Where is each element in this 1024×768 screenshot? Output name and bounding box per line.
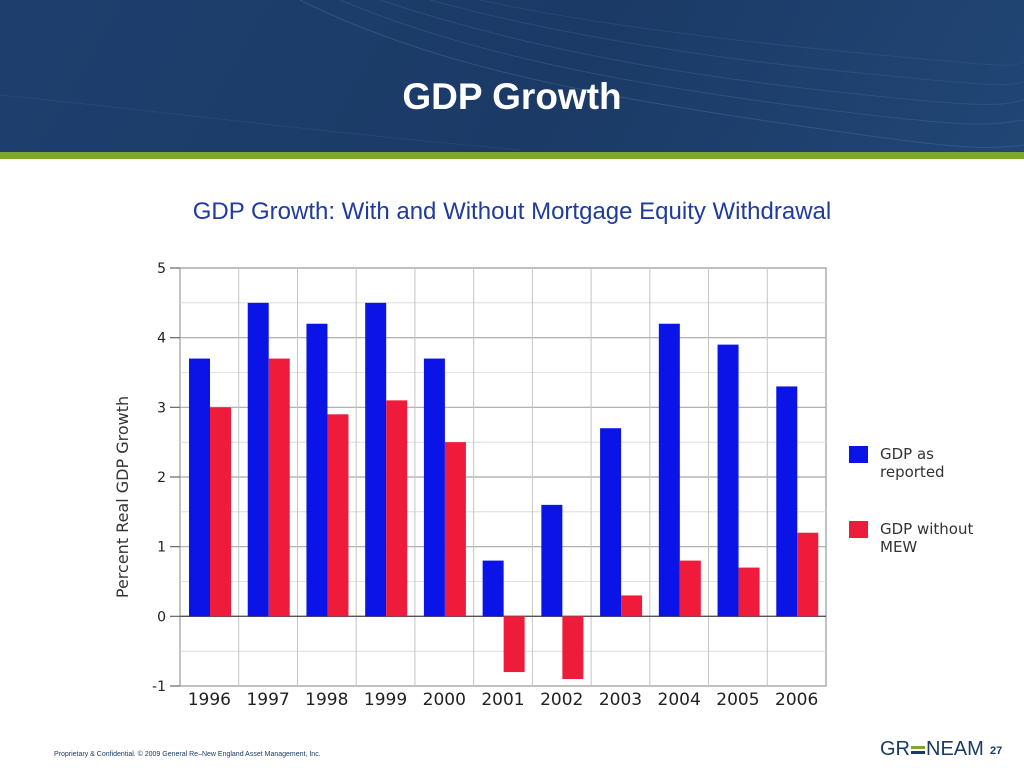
bar-gdp-reported-1998 (306, 323, 328, 617)
bar-gdp-reported-1996 (189, 358, 210, 617)
legend-label: GDP without (880, 520, 973, 538)
legend-label: reported (880, 463, 945, 481)
y-tick-label: 2 (157, 470, 166, 486)
bar-gdp-without-mew-2001 (503, 616, 525, 673)
x-tick-label: 2000 (423, 690, 466, 710)
bar-gdp-without-mew-1996 (210, 407, 231, 617)
bar-gdp-without-mew-2002 (562, 616, 584, 680)
x-tick-label: 2006 (775, 690, 818, 710)
chart-title: GDP Growth: With and Without Mortgage Eq… (192, 198, 832, 225)
x-tick-label: 2003 (599, 690, 642, 710)
bar-gdp-without-mew-2000 (444, 442, 466, 617)
legend-swatch (849, 446, 868, 463)
legend-label: MEW (880, 538, 917, 556)
company-logo: GR NEAM (880, 738, 984, 761)
page-number: 27 (990, 745, 1003, 757)
logo-text-right: NEAM (926, 738, 984, 760)
bar-gdp-reported-2005 (717, 344, 739, 617)
x-tick-label: 1997 (246, 690, 289, 710)
bar-gdp-reported-1997 (247, 302, 269, 617)
chart-bars (189, 302, 819, 680)
bar-gdp-without-mew-1998 (327, 414, 349, 617)
legend-label: GDP as (880, 445, 934, 463)
bar-gdp-reported-2001 (482, 560, 504, 617)
x-tick-label: 1998 (305, 690, 348, 710)
bar-gdp-reported-2002 (541, 504, 563, 617)
y-tick-label: 5 (157, 261, 166, 277)
bar-gdp-without-mew-2005 (738, 567, 760, 617)
chart-axes: -1 0 1 2 3 4 5 Percent Real GDP Growth 1996 1997 1… (113, 261, 818, 710)
slide-header: GDP Growth (0, 0, 1024, 152)
y-axis-label: Percent Real GDP Growth (113, 396, 132, 598)
x-tick-label: 1996 (188, 690, 231, 710)
x-tick-label: 2001 (481, 690, 524, 710)
x-tick-label: 1999 (364, 690, 407, 710)
y-tick-label: 1 (157, 540, 166, 556)
bar-gdp-reported-2000 (423, 358, 445, 617)
bar-gdp-without-mew-2004 (679, 560, 701, 617)
bar-gdp-without-mew-2006 (797, 532, 819, 617)
x-tick-label: 2004 (658, 690, 701, 710)
bar-gdp-reported-1999 (365, 302, 387, 617)
footer-disclaimer: Proprietary & Confidential. © 2009 Gener… (54, 751, 321, 758)
slide-title: GDP Growth (402, 76, 622, 117)
header-wave-decoration (0, 0, 1024, 151)
logo-mark-icon (911, 745, 925, 754)
y-tick-label: -1 (152, 679, 166, 695)
legend-swatch (849, 521, 868, 538)
y-tick-label: 0 (157, 609, 166, 625)
bar-gdp-without-mew-2003 (621, 595, 643, 617)
bar-gdp-without-mew-1997 (268, 358, 290, 617)
x-tick-label: 2005 (716, 690, 759, 710)
bar-gdp-reported-2004 (658, 323, 680, 617)
x-tick-label: 2002 (540, 690, 583, 710)
y-tick-label: 3 (157, 400, 166, 416)
header-accent-stripe (0, 152, 1024, 159)
y-tick-label: 4 (157, 331, 166, 347)
bar-gdp-without-mew-1999 (386, 400, 408, 617)
bar-gdp-reported-2003 (600, 428, 622, 617)
logo-text-left: GR (880, 738, 910, 760)
bar-gdp-reported-2006 (776, 386, 798, 617)
